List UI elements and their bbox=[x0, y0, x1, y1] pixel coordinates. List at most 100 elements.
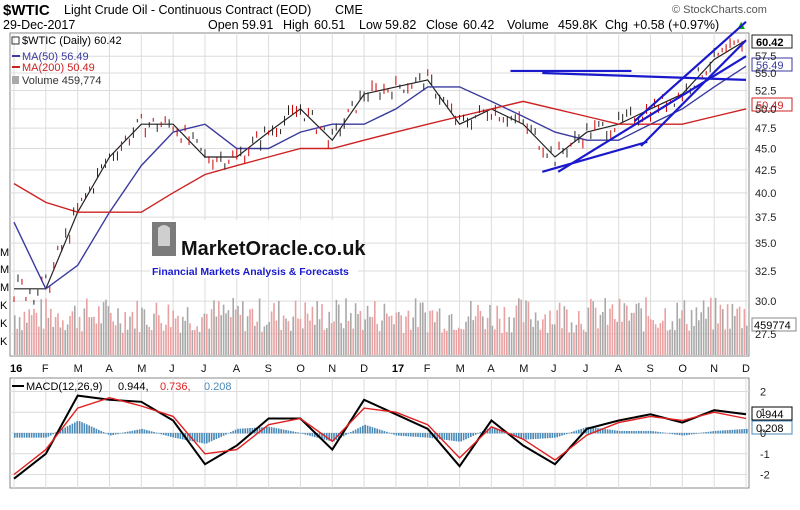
volume-bar bbox=[568, 332, 570, 355]
volume-bar bbox=[616, 321, 618, 355]
volume-bar bbox=[347, 320, 350, 355]
volume-bar bbox=[150, 330, 153, 355]
macd-histogram-bar bbox=[218, 433, 220, 438]
macd-histogram-bar bbox=[114, 433, 117, 435]
volume-bar bbox=[282, 315, 285, 355]
volume-bar bbox=[323, 329, 326, 355]
volume-bar bbox=[683, 300, 686, 355]
volume-bar bbox=[198, 331, 201, 355]
volume-bar bbox=[378, 331, 381, 355]
price-panel bbox=[9, 32, 750, 357]
macd-histogram-bar bbox=[563, 433, 566, 435]
macd-histogram-bar bbox=[23, 433, 26, 438]
macd-histogram-bar bbox=[443, 433, 446, 440]
macd-histogram-bar bbox=[498, 429, 501, 434]
left-label-3: K bbox=[0, 300, 8, 312]
volume-bar bbox=[551, 324, 554, 355]
volume-bar bbox=[407, 310, 410, 355]
macd-histogram-bar bbox=[150, 431, 153, 434]
macd-histogram-bar bbox=[640, 430, 642, 434]
volume-bar bbox=[182, 316, 184, 355]
volume-bar bbox=[299, 318, 302, 355]
macd-histogram-bar bbox=[110, 433, 112, 436]
volume-bar bbox=[102, 302, 105, 355]
volume-bar bbox=[570, 322, 573, 355]
macd-histogram-bar bbox=[186, 433, 189, 441]
volume-bar bbox=[736, 308, 738, 355]
macd-series bbox=[13, 394, 748, 480]
volume-bar bbox=[597, 328, 599, 355]
watermark-subtitle: Financial Markets Analysis & Forecasts bbox=[152, 266, 349, 278]
volume-bar bbox=[278, 300, 280, 355]
volume-bar bbox=[527, 301, 530, 355]
close-value: 60.42 bbox=[463, 18, 494, 32]
volume-bar bbox=[678, 318, 681, 355]
macd-histogram-bar bbox=[52, 433, 54, 435]
macd-histogram-bar bbox=[618, 430, 621, 434]
macd-histogram-bar bbox=[40, 433, 42, 438]
volume-bar bbox=[426, 332, 429, 355]
high-value: 60.51 bbox=[314, 18, 345, 32]
macd-histogram-bar bbox=[702, 432, 705, 434]
volume-bar bbox=[105, 299, 107, 355]
volume-bar bbox=[321, 304, 323, 355]
macd-histogram-bar bbox=[491, 426, 494, 434]
volume-bar bbox=[638, 302, 640, 355]
volume-bar bbox=[242, 301, 244, 355]
volume-bar bbox=[114, 325, 117, 355]
macd-histogram-bar bbox=[645, 430, 647, 434]
volume-bar bbox=[146, 324, 148, 355]
volume-bar bbox=[566, 309, 568, 355]
macd-histogram-bar bbox=[136, 429, 138, 434]
macd-histogram-bar bbox=[417, 433, 419, 437]
macd-histogram-bar bbox=[299, 432, 302, 434]
volume-bar bbox=[419, 302, 422, 355]
macd-histogram-bar bbox=[722, 430, 724, 434]
macd-histogram-bar bbox=[141, 428, 143, 434]
volume-bar bbox=[606, 324, 609, 355]
macd-histogram-bar bbox=[98, 429, 100, 434]
volume-bar bbox=[686, 324, 688, 355]
macd-histogram-bar bbox=[198, 433, 201, 443]
legend-price: $WTIC (Daily) 60.42 bbox=[22, 35, 122, 47]
signal-value: 0.736, bbox=[160, 381, 191, 393]
volume-bar bbox=[16, 328, 18, 355]
macd-histogram-bar bbox=[208, 433, 210, 443]
volume-bar bbox=[366, 305, 369, 355]
volume-bar bbox=[573, 332, 575, 355]
macd-histogram-bar bbox=[426, 433, 429, 438]
macd-histogram-bar bbox=[102, 432, 105, 434]
volume-bar bbox=[621, 321, 623, 355]
volume-bar bbox=[28, 309, 30, 355]
macd-histogram-bar bbox=[374, 427, 376, 434]
macd-histogram-bar bbox=[16, 433, 18, 438]
macd-histogram-bar bbox=[362, 425, 364, 434]
macd-histogram-bar bbox=[546, 433, 549, 439]
price-y-tick: 32.5 bbox=[755, 266, 776, 278]
volume-bar bbox=[290, 330, 292, 355]
macd-histogram-bar bbox=[354, 429, 357, 434]
macd-histogram-bar bbox=[246, 428, 249, 434]
macd-histogram-bar bbox=[112, 433, 114, 436]
volume-bar bbox=[376, 324, 378, 355]
x-tick-label: J bbox=[583, 363, 589, 375]
volume-bar bbox=[513, 317, 515, 355]
volume-bar bbox=[196, 326, 198, 355]
volume-bar bbox=[95, 323, 98, 355]
volume-bar bbox=[506, 331, 508, 355]
macd-histogram-bar bbox=[148, 430, 150, 434]
volume-bar bbox=[333, 321, 335, 355]
volume-bar bbox=[148, 326, 150, 355]
macd-legend: MACD(12,26,9) 0.944, 0.736, 0.208 bbox=[12, 381, 232, 393]
volume-bar bbox=[359, 311, 362, 355]
volume-bar bbox=[357, 314, 359, 355]
volume-bar bbox=[424, 312, 426, 355]
volume-bar bbox=[215, 316, 218, 355]
volume-bar bbox=[592, 301, 594, 355]
price-y-tick: 52.5 bbox=[755, 85, 776, 97]
macd-histogram-bar bbox=[650, 430, 652, 434]
volume-bar bbox=[33, 308, 35, 355]
macd-histogram-bar bbox=[100, 430, 102, 434]
exchange-label: CME bbox=[335, 3, 363, 17]
chart-symbol: $WTIC bbox=[3, 2, 50, 19]
